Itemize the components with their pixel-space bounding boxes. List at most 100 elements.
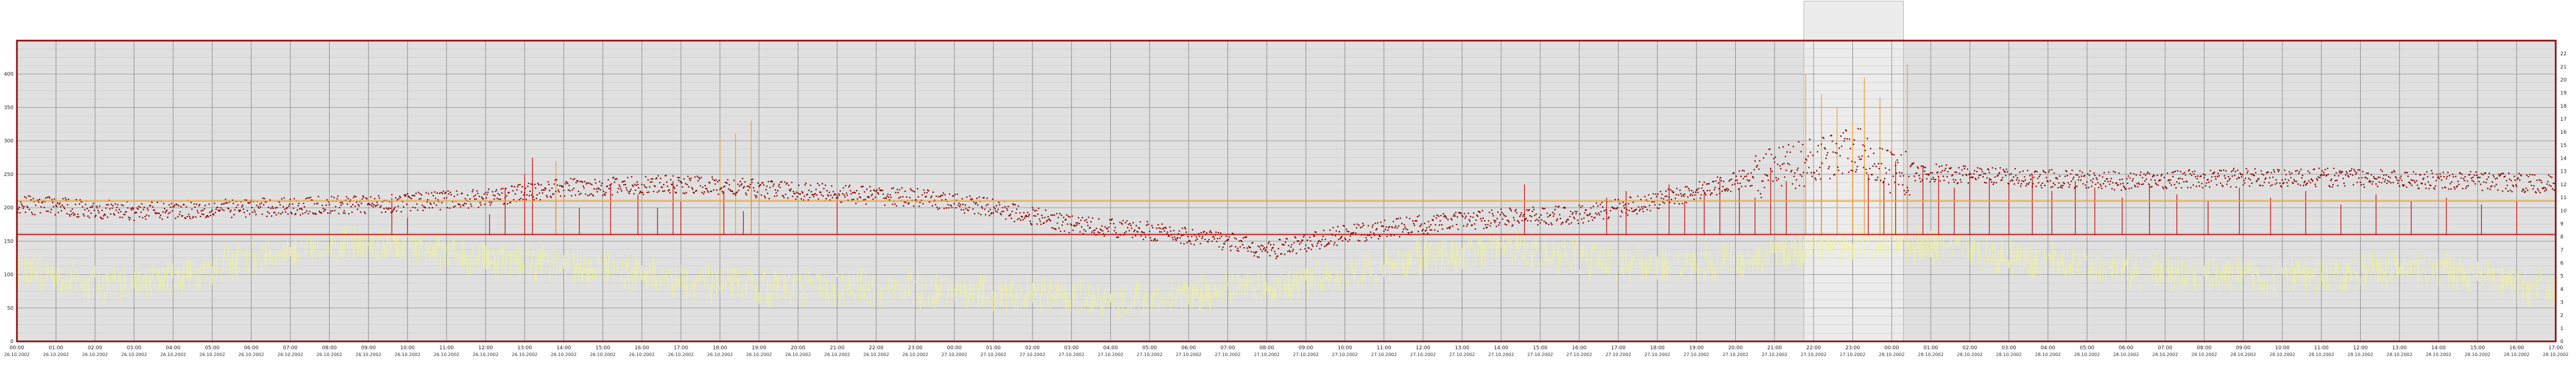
data-point: [1591, 216, 1593, 218]
data-point: [358, 205, 360, 207]
data-point: [100, 217, 103, 220]
data-point: [265, 201, 267, 203]
data-point: [993, 206, 995, 208]
data-point: [97, 209, 99, 212]
data-point: [777, 190, 779, 192]
data-point: [1489, 225, 1491, 227]
data-point: [2269, 177, 2271, 179]
data-point: [1888, 169, 1890, 171]
data-point: [1286, 238, 1288, 240]
data-point: [1021, 216, 1023, 218]
data-point: [1699, 197, 1701, 199]
data-point: [2285, 178, 2286, 180]
data-point: [1702, 190, 1705, 192]
data-point: [1554, 209, 1556, 210]
data-point: [2110, 178, 2112, 179]
data-point: [121, 217, 123, 218]
data-point: [539, 192, 540, 194]
data-point: [1810, 172, 1812, 174]
data-point: [694, 176, 696, 178]
data-point: [2168, 179, 2170, 181]
data-point: [772, 185, 774, 187]
data-point: [657, 175, 659, 177]
data-point: [308, 197, 310, 199]
data-point: [2136, 183, 2138, 185]
data-point: [1235, 245, 1236, 248]
data-point: [543, 189, 545, 191]
data-point: [1242, 244, 1244, 245]
data-point: [1881, 148, 1883, 150]
data-point: [2047, 181, 2049, 182]
data-point: [24, 196, 26, 198]
data-point: [1643, 205, 1645, 208]
data-point: [1078, 217, 1080, 219]
data-point: [1739, 182, 1741, 185]
data-point: [1002, 207, 1004, 209]
data-point: [1705, 194, 1707, 196]
data-point: [2105, 185, 2107, 187]
data-point: [587, 195, 589, 196]
data-point: [30, 199, 32, 201]
data-point: [2273, 171, 2276, 173]
data-point: [1263, 248, 1265, 250]
data-point: [1114, 230, 1115, 231]
data-point: [1050, 214, 1052, 216]
data-point: [241, 205, 243, 208]
data-point: [463, 204, 465, 207]
data-point: [2206, 182, 2207, 184]
data-point: [1484, 224, 1487, 226]
data-point: [2048, 171, 2050, 173]
data-point: [228, 201, 230, 203]
data-point: [1771, 170, 1773, 172]
data-point: [1196, 238, 1198, 240]
data-point: [1249, 247, 1252, 249]
data-point: [1252, 242, 1254, 244]
data-point: [1630, 207, 1633, 209]
data-point: [156, 212, 158, 214]
data-point: [1092, 230, 1094, 232]
data-point: [28, 208, 30, 210]
data-point: [1983, 173, 1985, 174]
data-point: [2326, 168, 2329, 169]
data-point: [750, 183, 751, 186]
data-point: [572, 178, 574, 181]
data-point: [2321, 170, 2323, 172]
data-point: [1273, 244, 1275, 245]
data-point: [571, 189, 573, 191]
data-point: [556, 179, 558, 181]
data-point: [1839, 155, 1841, 157]
data-point: [485, 197, 487, 199]
data-point: [2272, 176, 2274, 178]
data-point: [2250, 173, 2252, 175]
data-point: [1208, 239, 1210, 241]
data-point: [175, 217, 176, 220]
data-point: [237, 204, 239, 206]
data-point: [1001, 210, 1003, 213]
data-point: [1887, 183, 1890, 185]
data-point: [1912, 163, 1914, 165]
data-point: [1298, 240, 1300, 242]
data-point: [1684, 186, 1687, 188]
data-point: [398, 198, 400, 200]
data-point: [1502, 218, 1504, 220]
data-point: [1469, 220, 1471, 222]
data-point: [1885, 172, 1887, 174]
data-point: [2228, 179, 2230, 181]
data-point: [914, 191, 915, 193]
data-point: [1287, 251, 1289, 252]
data-point: [165, 212, 166, 214]
data-point: [1961, 169, 1963, 171]
data-point: [1399, 217, 1402, 219]
data-point: [283, 197, 285, 199]
data-point: [1598, 212, 1600, 214]
data-point: [1319, 248, 1321, 249]
data-point: [1385, 229, 1386, 230]
data-point: [1830, 134, 1833, 137]
data-point: [194, 206, 196, 208]
data-point: [1945, 168, 1947, 169]
data-point: [564, 183, 566, 185]
data-point: [691, 187, 693, 188]
data-point: [1852, 170, 1854, 172]
data-point: [645, 187, 648, 188]
data-point: [2235, 186, 2237, 188]
